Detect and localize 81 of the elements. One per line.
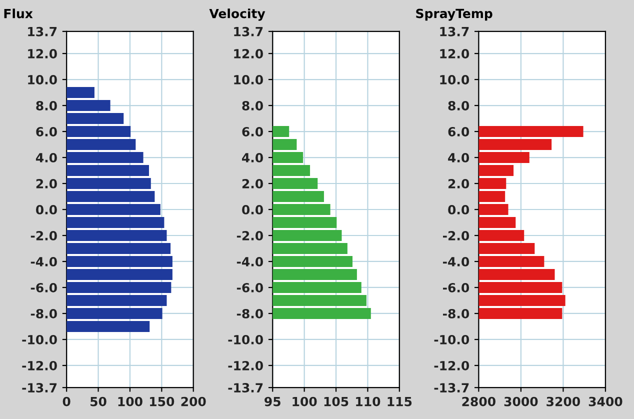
x-tick-label: 150: [150, 396, 174, 406]
bar: [66, 282, 172, 294]
y-tick-label: 2.0: [448, 178, 470, 188]
bar: [66, 164, 149, 176]
bar: [66, 112, 124, 124]
x-tick-label: 100: [292, 396, 317, 406]
y-tick-label: 0.0: [36, 204, 57, 214]
y-tick-label: -8.0: [236, 308, 263, 318]
y-tick-label: -10.0: [434, 334, 470, 344]
bar: [66, 152, 144, 164]
y-tick-label: 6.0: [448, 126, 470, 136]
y-tick-label: -4.0: [236, 256, 263, 266]
y-tick-label: -2.0: [442, 230, 470, 240]
y-tick-label: -6.0: [30, 282, 57, 292]
bar: [66, 256, 172, 268]
y-tick-label: 13.7: [234, 26, 263, 36]
y-tick-label: -10.0: [228, 334, 263, 344]
y-tick-label: 8.0: [36, 100, 57, 110]
y-tick-label: 0.0: [242, 204, 263, 214]
bar: [66, 138, 136, 150]
y-tick-label: 4.0: [448, 152, 470, 162]
y-tick-label: 10.0: [440, 74, 470, 84]
x-tick-label: 2800: [462, 396, 496, 406]
bar: [66, 100, 110, 112]
y-tick-label: 12.0: [234, 48, 263, 58]
y-tick-label: 13.7: [440, 26, 469, 36]
chart-title: SprayTemp: [416, 8, 492, 21]
x-tick-label: 95: [264, 396, 280, 406]
y-tick-label: 12.0: [28, 48, 57, 58]
y-tick-label: -13.7: [434, 383, 469, 392]
chart-title: Flux: [4, 8, 33, 18]
bar: [66, 204, 160, 216]
y-tick-label: -8.0: [30, 308, 57, 318]
y-tick-label: 10.0: [234, 74, 263, 84]
bar: [66, 242, 171, 254]
y-tick-label: 2.0: [242, 178, 263, 188]
x-tick-label: 0: [62, 396, 70, 406]
y-tick-label: -12.0: [22, 360, 57, 370]
y-tick-label: -4.0: [30, 256, 57, 266]
bar: [66, 230, 167, 242]
y-tick-label: 12.0: [440, 48, 470, 58]
x-tick-label: 50: [90, 396, 106, 406]
y-tick-label: 10.0: [28, 74, 57, 84]
bar: [66, 86, 94, 98]
y-tick-label: -4.0: [442, 256, 470, 266]
y-tick-label: -6.0: [236, 282, 263, 292]
bar: [66, 308, 162, 320]
bar: [66, 216, 164, 228]
x-tick-label: 200: [181, 396, 206, 406]
y-tick-label: -6.0: [442, 282, 470, 292]
bar: [66, 320, 150, 332]
x-tick-label: 3000: [504, 396, 538, 406]
bar: [66, 178, 151, 190]
y-tick-label: -13.7: [22, 383, 57, 392]
y-tick-label: -2.0: [236, 230, 263, 240]
y-tick-label: 0.0: [448, 204, 470, 214]
y-tick-label: 4.0: [242, 152, 263, 162]
y-tick-label: 6.0: [36, 126, 57, 136]
y-tick-label: 13.7: [28, 26, 57, 36]
y-tick-label: 6.0: [242, 126, 263, 136]
x-tick-label: 100: [118, 396, 142, 406]
chart-title: Velocity: [209, 8, 266, 21]
x-tick-label: 110: [356, 396, 380, 406]
y-tick-label: 8.0: [448, 100, 470, 110]
bar: [66, 126, 131, 138]
x-tick-label: 3200: [546, 396, 580, 406]
bar: [66, 190, 155, 202]
y-tick-label: 2.0: [36, 178, 57, 188]
y-tick-label: -12.0: [228, 360, 263, 370]
x-tick-label: 115: [388, 396, 412, 406]
bar: [66, 268, 172, 280]
bar: [66, 294, 167, 306]
y-tick-label: -12.0: [434, 360, 470, 370]
y-tick-label: -10.0: [22, 334, 57, 344]
y-tick-label: -13.7: [228, 383, 263, 392]
y-tick-label: -8.0: [442, 308, 470, 318]
y-tick-label: -2.0: [30, 230, 57, 240]
x-tick-label: 3400: [588, 396, 622, 406]
y-tick-label: 8.0: [242, 100, 263, 110]
y-tick-label: 4.0: [36, 152, 57, 162]
x-tick-label: 105: [324, 396, 348, 406]
